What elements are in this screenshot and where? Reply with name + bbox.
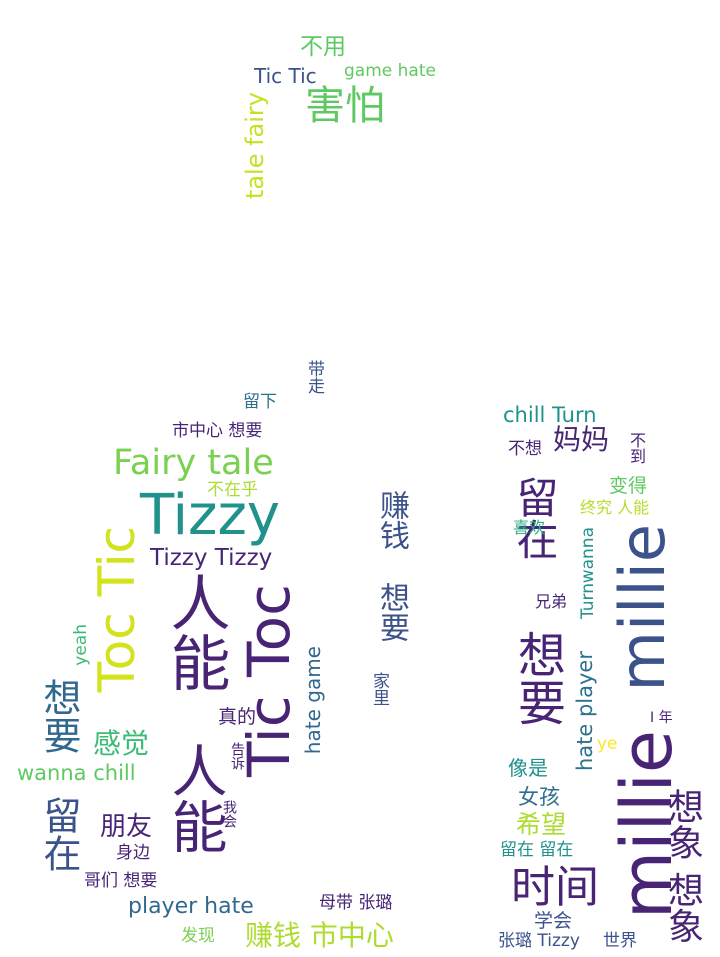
- word-ganjue: 感觉: [93, 727, 150, 760]
- word-zhuanqian-shizhongxin: 赚钱 市中心: [245, 919, 394, 952]
- word-wohui: 我会: [221, 800, 237, 828]
- word-ye: ye: [597, 734, 618, 754]
- word-pengyou: 朋友: [100, 812, 153, 842]
- word-millie-1: millie: [606, 524, 679, 692]
- word-tic-tic: Tic Tic: [254, 64, 317, 88]
- word-nvhai: 女孩: [518, 785, 560, 809]
- word-hate-player: hate player: [573, 651, 597, 772]
- word-buyong: 不用: [300, 34, 346, 60]
- word-fairy-tale: Fairy tale: [113, 443, 274, 483]
- word-game-hate: game hate: [344, 61, 436, 81]
- word-xihuan: 喜欢: [513, 518, 546, 537]
- word-shenbian: 身边: [116, 843, 150, 863]
- word-yeah: yeah: [71, 624, 91, 666]
- word-tale-fairy: tale fairy: [241, 92, 269, 200]
- word-tizzy: Tizzy: [140, 483, 280, 548]
- word-gaosu: 告诉: [229, 742, 245, 770]
- word-gemen-xiangyao: 哥们 想要: [84, 871, 158, 891]
- word-renneng-1: 人能: [160, 572, 230, 692]
- word-chill-turn: chill Turn: [503, 403, 597, 427]
- word-mama: 妈妈: [553, 423, 610, 456]
- word-wanna-chill: wanna chill: [17, 761, 136, 785]
- word-shizhongxin-xiangyao: 市中心 想要: [172, 421, 263, 441]
- word-wanna: wanna: [578, 527, 598, 584]
- word-budao: 不到: [627, 432, 646, 464]
- word-xiwang: 希望: [516, 810, 567, 839]
- word-turn: Turn: [578, 583, 598, 620]
- word-shijie: 世界: [603, 931, 637, 951]
- word-tic-toc: Tic Toc: [235, 584, 303, 778]
- word-haipa: 害怕: [305, 83, 385, 129]
- word-xiangshi: 像是: [508, 756, 548, 780]
- word-player-hate: player hate: [128, 894, 254, 919]
- word-xiangyao-1: 想要: [374, 582, 409, 642]
- word-liuzai-1: 留在: [37, 796, 81, 872]
- word-buxiang: 不想: [508, 439, 542, 459]
- word-xiongdi: 兄弟: [535, 592, 568, 611]
- word-xiangyao-2: 想要: [37, 678, 81, 754]
- word-toc-tic: Toc Tic: [88, 526, 146, 693]
- word-liuxia: 留下: [243, 392, 277, 412]
- word-biande: 变得: [609, 475, 648, 497]
- word-liuzai-2: 留在: [510, 476, 559, 560]
- word-i-nian: I 年: [650, 710, 673, 726]
- word-jiali: 家里: [369, 672, 389, 706]
- word-xiangxiang: 想象 想象: [662, 788, 703, 944]
- word-xuehui: 学会: [534, 910, 573, 932]
- word-daizou: 带走: [304, 360, 324, 394]
- word-liuzai-liuzai: 留在 留在: [500, 840, 574, 860]
- word-zhende: 真的: [218, 706, 257, 728]
- word-zhongjiu-renneng: 终究 人能: [580, 498, 650, 517]
- word-faxian: 发现: [181, 926, 215, 946]
- word-zhuanqian: 赚钱: [374, 490, 409, 550]
- word-buzaihu: 不在乎: [207, 480, 258, 500]
- word-xiangyao-3: 想要: [509, 630, 565, 726]
- word-renneng-2: 人能: [162, 742, 227, 854]
- word-hate-game: hate game: [301, 646, 325, 755]
- word-tizzy-tizzy: Tizzy Tizzy: [150, 545, 273, 571]
- word-shijian: 时间: [511, 862, 599, 913]
- word-zhanglu-tizzy: 张璐 Tizzy: [498, 931, 580, 951]
- word-mudai-zhanglu: 母带 张璐: [319, 893, 393, 913]
